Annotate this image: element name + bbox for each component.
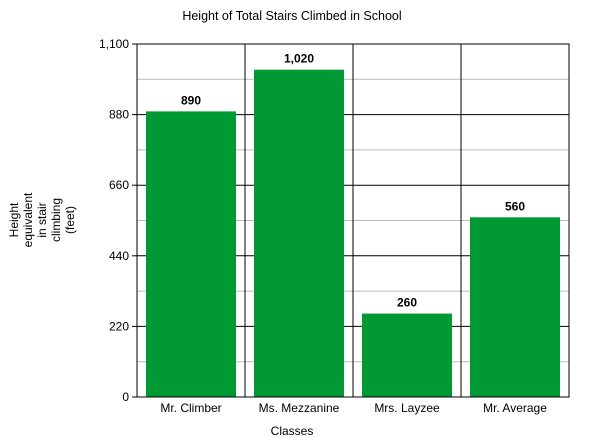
x-axis-title: Classes (271, 424, 314, 438)
y-axis-title-line-3: in stair (35, 202, 49, 237)
y-tick-label: 880 (109, 108, 129, 122)
bar (254, 69, 344, 397)
x-tick-label: Mr. Average (483, 401, 547, 415)
data-label: 260 (397, 296, 417, 310)
axes-layer (132, 43, 570, 398)
x-tick-label: Ms. Mezzanine (259, 401, 340, 415)
bar (146, 111, 236, 398)
bar (470, 217, 560, 397)
plot-frame (136, 43, 570, 398)
y-tick-label: 440 (109, 249, 129, 263)
y-axis-title-line-5: (feet) (63, 206, 77, 234)
y-axis-title: Height equivalent in stair climbing (fee… (7, 192, 77, 247)
y-axis-title-line-1: Height (7, 202, 21, 237)
y-tick-label: 220 (109, 319, 129, 333)
bars-layer (146, 69, 560, 398)
y-axis-title-line-4: climbing (49, 198, 63, 242)
y-tick-label: 660 (109, 178, 129, 192)
data-label: 1,020 (284, 52, 314, 66)
x-tick-label: Mr. Climber (160, 401, 221, 415)
bar (362, 313, 452, 397)
x-tick-label: Mrs. Layzee (374, 401, 440, 415)
y-tick-label: 1,100 (99, 37, 129, 51)
data-label: 560 (505, 199, 525, 213)
y-tick-label: 0 (122, 390, 129, 404)
y-axis-title-line-2: equivalent (21, 192, 35, 247)
chart-title: Height of Total Stairs Climbed in School (182, 9, 401, 23)
data-label: 890 (181, 93, 201, 107)
labels-layer: 890 Mr. Climber 1,020 Ms. Mezzanine 260 Mrs. … (99, 37, 547, 415)
